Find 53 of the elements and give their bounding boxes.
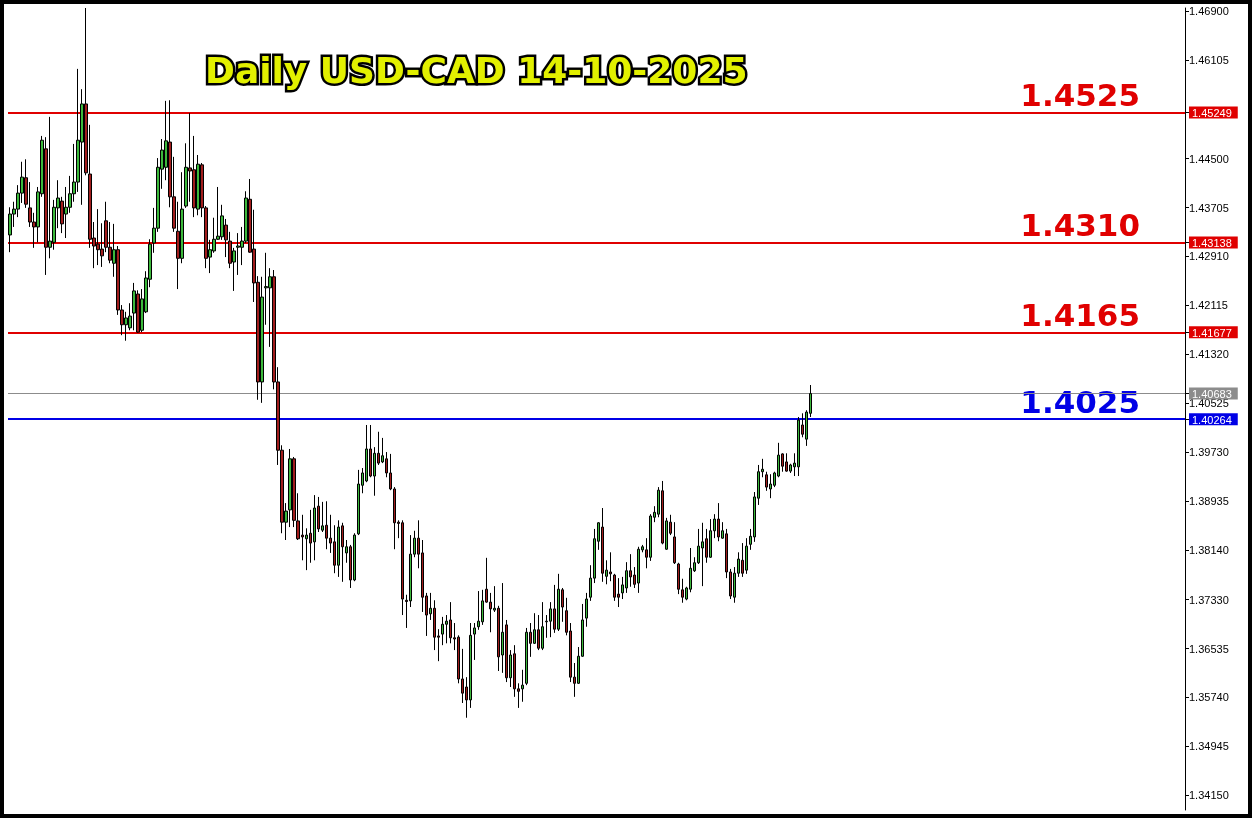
candlestick bbox=[132, 282, 136, 331]
y-tick-label: 1.42115 bbox=[1189, 299, 1228, 312]
y-tick-label: 1.43138 bbox=[1192, 236, 1232, 249]
candlestick bbox=[473, 622, 476, 661]
candlestick bbox=[637, 546, 640, 594]
candlestick bbox=[477, 590, 480, 631]
y-tick-label: 1.45249 bbox=[1192, 107, 1232, 120]
y-tick-label: 1.41677 bbox=[1192, 326, 1232, 339]
y-tick-label: 1.41320 bbox=[1189, 348, 1229, 361]
y-tick-label: 1.46900 bbox=[1189, 5, 1229, 18]
candlestick bbox=[441, 616, 444, 646]
candlestick bbox=[541, 601, 544, 651]
candlestick bbox=[337, 519, 340, 578]
text: Daily USD-CAD 14-10-2025 bbox=[205, 49, 748, 91]
candlestick bbox=[341, 522, 344, 583]
candlestick bbox=[769, 473, 772, 499]
candlestick bbox=[313, 494, 316, 561]
y-tick-label: 1.43705 bbox=[1189, 201, 1229, 214]
candlestick bbox=[96, 208, 100, 266]
y-tick-label: 1.38140 bbox=[1189, 543, 1229, 556]
candlestick bbox=[557, 573, 560, 632]
annotation: 1.4165 bbox=[1020, 296, 1140, 333]
y-tick-label: 1.42910 bbox=[1189, 250, 1229, 263]
y-tick-label: 1.46105 bbox=[1189, 53, 1229, 66]
y-tick-label: 1.37330 bbox=[1189, 593, 1229, 606]
annotation: 1.4525 bbox=[1020, 77, 1140, 114]
y-tick-label: 1.35740 bbox=[1189, 691, 1229, 704]
y-tick-label: 1.40264 bbox=[1192, 413, 1232, 426]
candlestick bbox=[325, 500, 328, 550]
candlestick bbox=[8, 206, 12, 253]
candlestick bbox=[401, 519, 404, 616]
candlestick bbox=[797, 416, 800, 477]
y-tick-label: 1.34945 bbox=[1189, 740, 1229, 753]
candlestick bbox=[717, 502, 720, 542]
candlestick bbox=[585, 592, 588, 628]
y-tick-label: 1.38935 bbox=[1189, 494, 1229, 507]
candlestick bbox=[741, 542, 744, 578]
y-tick-label: 1.40525 bbox=[1189, 397, 1229, 410]
candlestick bbox=[785, 452, 788, 473]
candlestick bbox=[525, 627, 528, 686]
y-tick-label: 1.34150 bbox=[1189, 789, 1229, 802]
candlestick bbox=[601, 507, 604, 583]
annotation: 1.4310 bbox=[1020, 206, 1140, 243]
candlestick bbox=[617, 577, 620, 608]
candlestick bbox=[745, 537, 748, 575]
candlestick bbox=[673, 521, 676, 565]
y-tick-label: 1.36535 bbox=[1189, 642, 1229, 655]
y-tick-label: 1.39730 bbox=[1189, 446, 1229, 459]
candlestick bbox=[709, 518, 712, 559]
candlestick bbox=[701, 522, 704, 587]
y-tick-label: 1.40683 bbox=[1192, 387, 1232, 400]
y-tick-label: 1.44500 bbox=[1189, 152, 1229, 165]
candlestick bbox=[609, 551, 612, 582]
